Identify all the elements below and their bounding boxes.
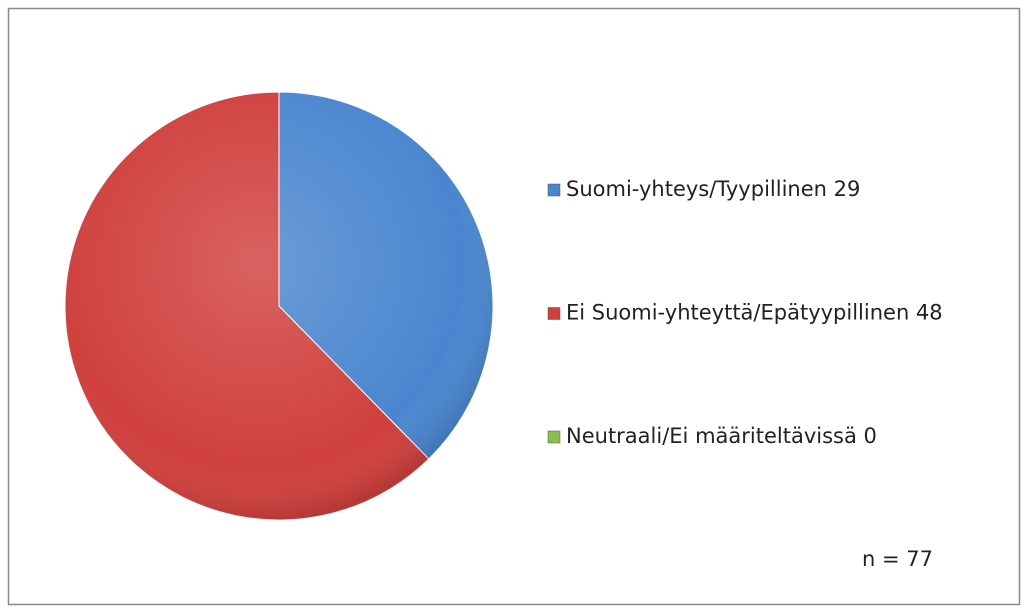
legend-label: Ei Suomi-yhteyttä/Epätyypillinen 48 — [566, 301, 943, 325]
legend-label: Suomi-yhteys/Tyypillinen 29 — [566, 177, 860, 201]
legend-swatch — [547, 183, 561, 197]
annotation: n = 77 — [862, 547, 933, 571]
legend-label: Neutraali/Ei määriteltävissä 0 — [566, 424, 877, 448]
legend-swatch — [547, 430, 561, 444]
legend-swatch — [547, 307, 561, 320]
